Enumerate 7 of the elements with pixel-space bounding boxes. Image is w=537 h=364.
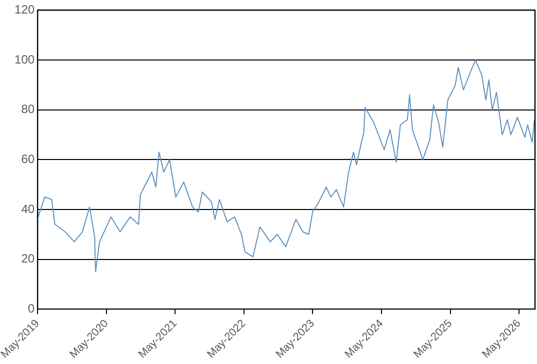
- y-tick-label: 20: [21, 252, 35, 266]
- y-tick-label: 60: [21, 152, 35, 166]
- y-tick-label: 100: [14, 52, 35, 66]
- y-tick-label: 40: [21, 202, 35, 216]
- y-tick-label: 0: [28, 301, 35, 316]
- y-tick-label: 80: [21, 102, 35, 116]
- y-tick-label: 120: [14, 2, 35, 17]
